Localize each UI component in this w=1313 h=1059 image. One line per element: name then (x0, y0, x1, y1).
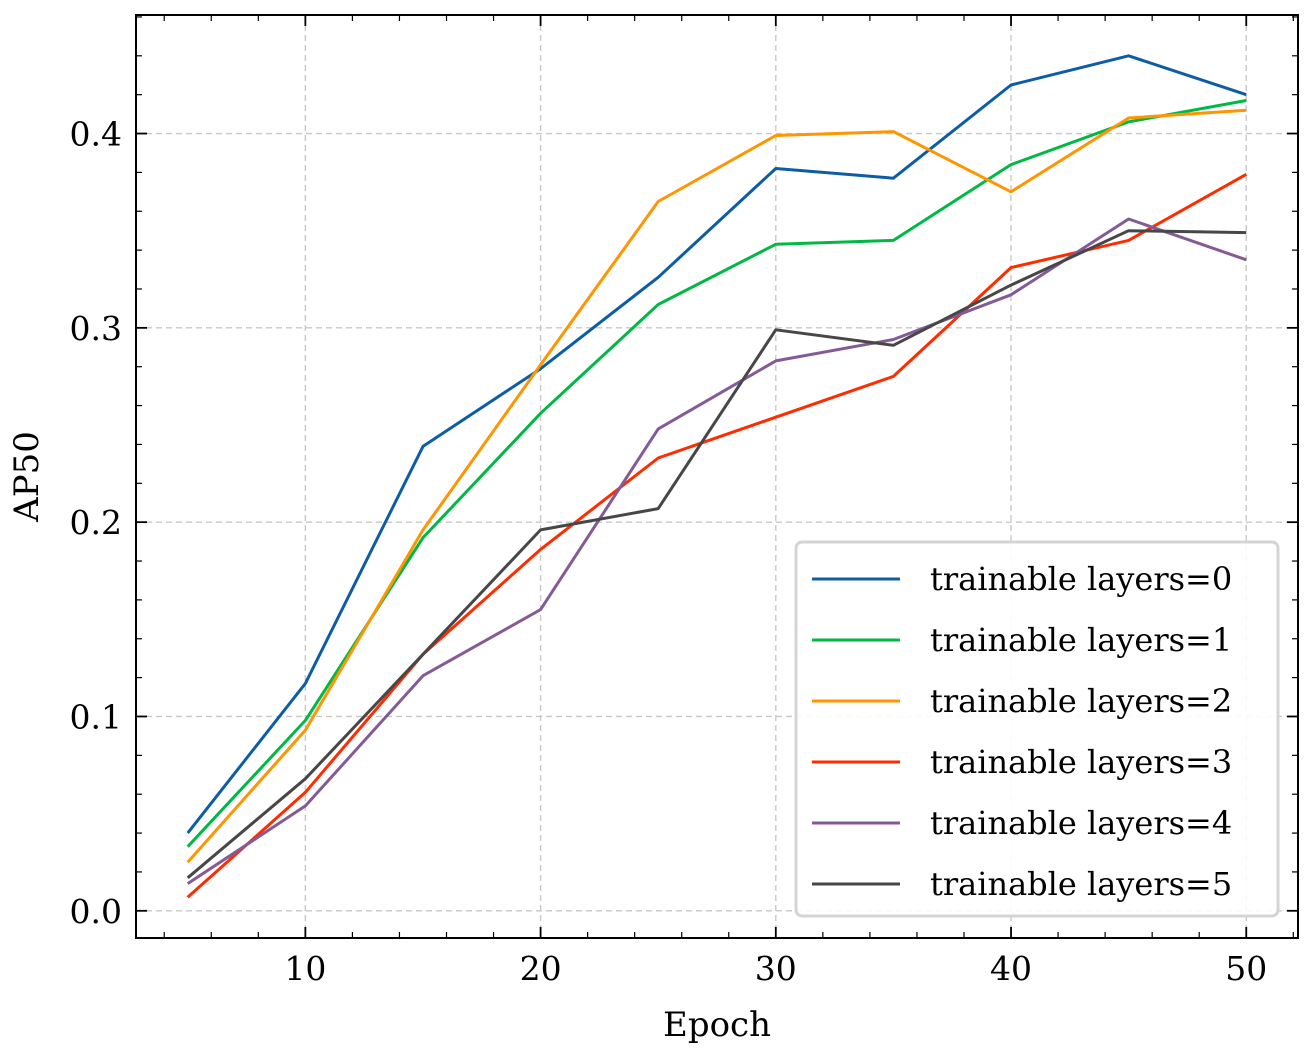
axis-ticks (136, 15, 1298, 938)
series-line-0 (186, 54, 1247, 835)
x-tick-label: 50 (1225, 949, 1267, 988)
legend-label: trainable layers=0 (930, 560, 1232, 598)
legend-box (794, 540, 1280, 918)
legend-label: trainable layers=2 (930, 682, 1232, 720)
x-tick-label: 10 (284, 949, 326, 988)
plot-frame (135, 14, 1299, 939)
legend-label: trainable layers=4 (930, 804, 1232, 842)
legend-label: trainable layers=3 (930, 743, 1232, 781)
y-axis-label: AP50 (7, 431, 47, 523)
series-lines (186, 54, 1248, 899)
x-tick-label: 40 (990, 949, 1032, 988)
y-tick-label: 0.2 (70, 503, 122, 542)
series-line-3 (186, 172, 1248, 899)
tick-labels: 10 20 30 40 50 0.0 0.1 0.2 0.3 0.4 (70, 115, 1268, 988)
x-tick-label: 20 (520, 949, 562, 988)
y-tick-label: 0.3 (70, 309, 122, 348)
legend: trainable layers=0 trainable layers=1 trai… (794, 540, 1280, 918)
legend-label: trainable layers=5 (930, 865, 1232, 903)
x-tick-label: 30 (755, 949, 797, 988)
grid-lines (136, 15, 1298, 938)
series-line-2 (186, 108, 1247, 864)
y-tick-label: 0.0 (70, 892, 122, 931)
series-line-5 (186, 229, 1247, 879)
y-tick-label: 0.4 (70, 115, 122, 154)
y-tick-label: 0.1 (70, 697, 122, 736)
legend-label: trainable layers=1 (930, 621, 1232, 659)
x-axis-label: Epoch (663, 1005, 771, 1045)
